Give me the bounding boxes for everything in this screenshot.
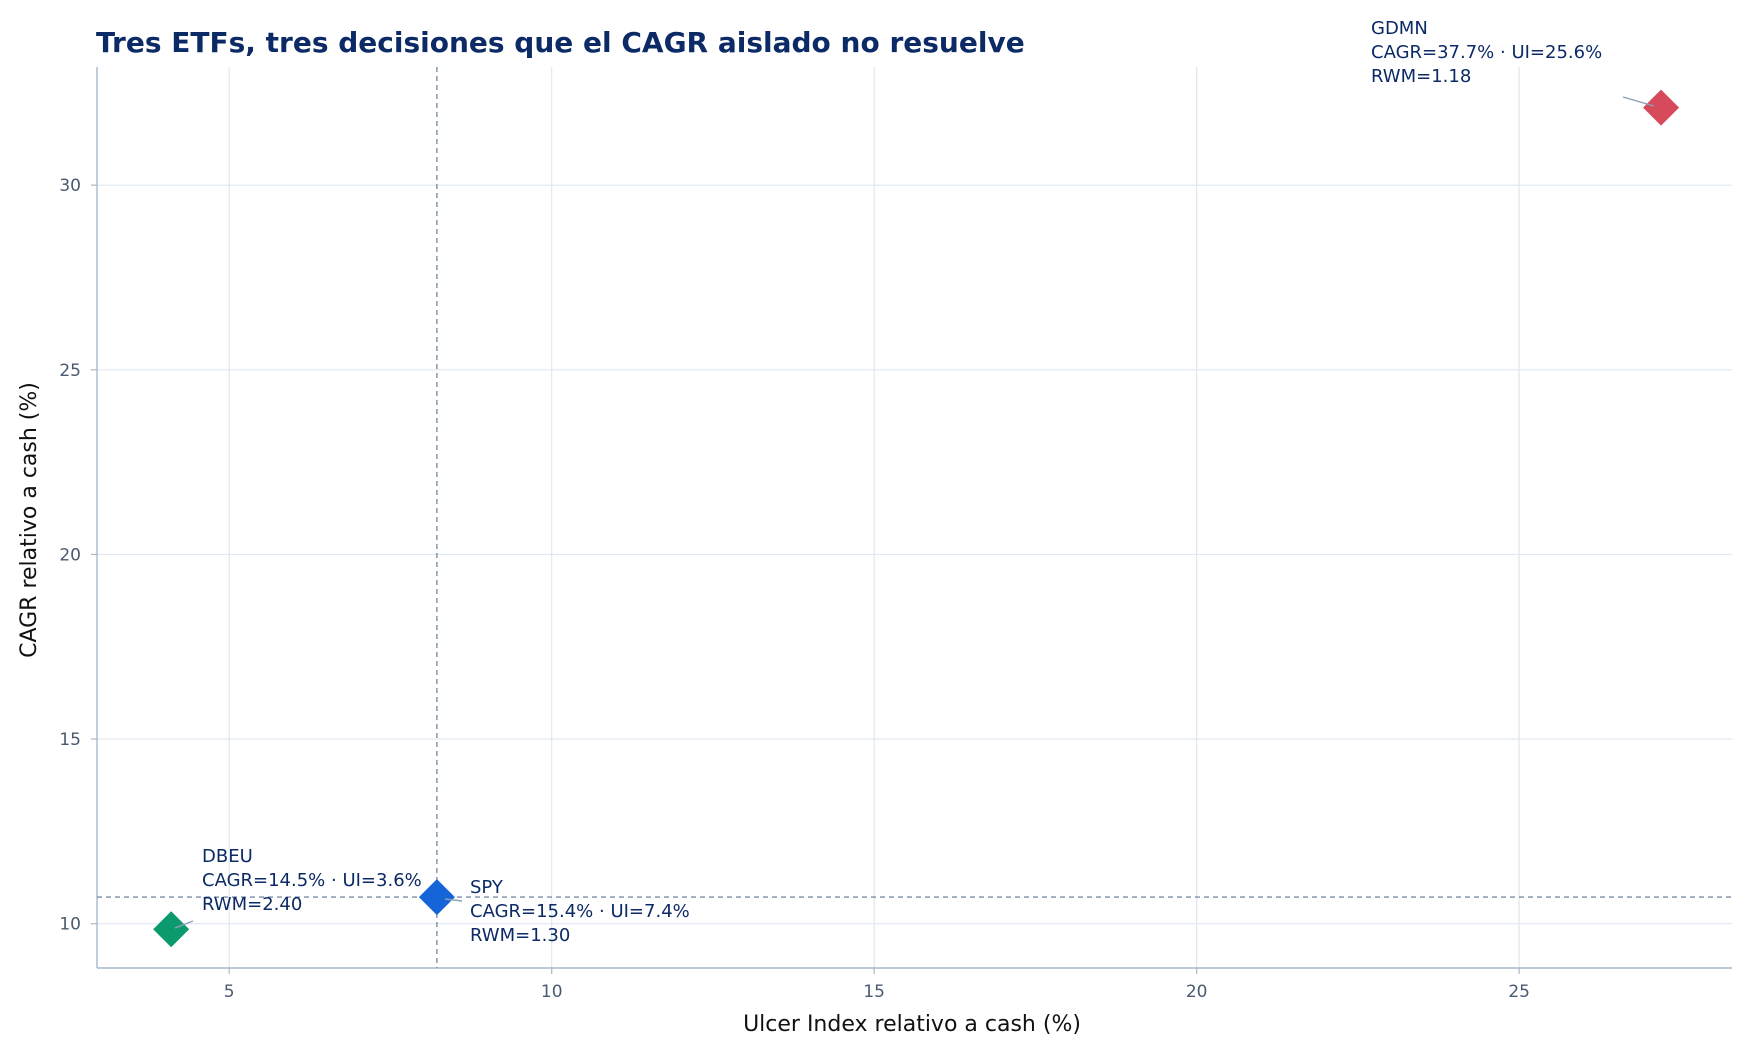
annotation-line: RWM=2.40 — [202, 894, 302, 915]
annotations: DBEU CAGR=14.5% · UI=3.6% RWM=2.40 SPY CAGR=… — [174, 18, 1655, 946]
x-tick-label: 25 — [1508, 982, 1530, 1002]
annotation-line: CAGR=15.4% · UI=7.4% — [470, 901, 690, 922]
point-dbeu — [153, 911, 190, 948]
annotation-connector — [174, 920, 194, 929]
x-tick-label: 10 — [541, 982, 563, 1002]
y-tick-label: 30 — [59, 176, 81, 196]
x-tick-label: 20 — [1186, 982, 1208, 1002]
annotation-line: GDMN — [1371, 18, 1428, 39]
data-points — [153, 89, 1680, 948]
tick-labels: 5 10 15 20 25 10 15 20 25 30 — [59, 176, 1530, 1002]
y-tick-label: 15 — [59, 730, 81, 750]
annotation-line: CAGR=14.5% · UI=3.6% — [202, 870, 422, 891]
y-tick-label: 20 — [59, 545, 81, 565]
y-axis-label: CAGR relativo a cash (%) — [17, 382, 42, 658]
annotation-gdmn: GDMN CAGR=37.7% · UI=25.6% RWM=1.18 — [1371, 18, 1602, 87]
annotation-line: RWM=1.18 — [1371, 66, 1471, 87]
x-tick-label: 15 — [863, 982, 885, 1002]
annotation-spy: SPY CAGR=15.4% · UI=7.4% RWM=1.30 — [470, 877, 690, 946]
x-axis-label: Ulcer Index relativo a cash (%) — [743, 1012, 1081, 1037]
point-gdmn — [1643, 89, 1680, 126]
axes — [96, 67, 1732, 969]
annotation-line: CAGR=37.7% · UI=25.6% — [1371, 42, 1602, 63]
point-spy — [418, 879, 455, 916]
y-tick-label: 25 — [59, 361, 81, 381]
annotation-connector — [1622, 96, 1655, 107]
annotation-line: RWM=1.30 — [470, 925, 570, 946]
annotation-line: SPY — [470, 877, 504, 898]
annotation-line: DBEU — [202, 846, 253, 867]
chart-title: Tres ETFs, tres decisiones que el CAGR a… — [96, 26, 1025, 59]
annotation-connector — [444, 898, 463, 902]
y-tick-label: 10 — [59, 915, 81, 935]
grid — [97, 67, 1732, 968]
annotation-dbeu: DBEU CAGR=14.5% · UI=3.6% RWM=2.40 — [202, 846, 422, 915]
x-tick-label: 5 — [224, 982, 235, 1002]
reference-lines — [97, 67, 1732, 968]
